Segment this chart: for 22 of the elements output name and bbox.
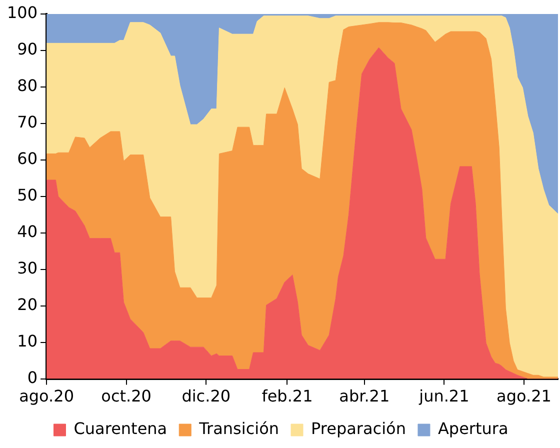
y-tick-label: 50 [17, 186, 38, 205]
legend-label: Apertura [438, 419, 508, 438]
x-tick-label: oct.20 [101, 386, 152, 406]
x-tick-label: abr.21 [339, 386, 390, 406]
x-tick-label: feb.21 [262, 386, 313, 406]
legend-label: Preparación [311, 419, 406, 438]
legend-label: Cuarentena [74, 419, 168, 438]
x-tick-label: ago.21 [496, 386, 552, 406]
x-tick-label: ago.20 [19, 386, 74, 406]
y-tick-label: 30 [17, 258, 38, 278]
x-tick-label: jun.21 [418, 386, 470, 406]
y-tick-label: 70 [17, 112, 38, 132]
legend-label: Transición [198, 419, 280, 438]
y-tick-label: 80 [17, 76, 38, 96]
y-tick-label: 20 [17, 294, 38, 314]
y-tick-label: 100 [6, 3, 38, 22]
y-tick-label: 40 [17, 222, 38, 242]
y-tick-label: 90 [17, 40, 38, 59]
y-tick-label: 0 [27, 368, 38, 387]
y-tick-label: 10 [17, 331, 38, 350]
y-tick-label: 60 [17, 149, 38, 168]
x-tick-label: dic.20 [182, 386, 231, 406]
